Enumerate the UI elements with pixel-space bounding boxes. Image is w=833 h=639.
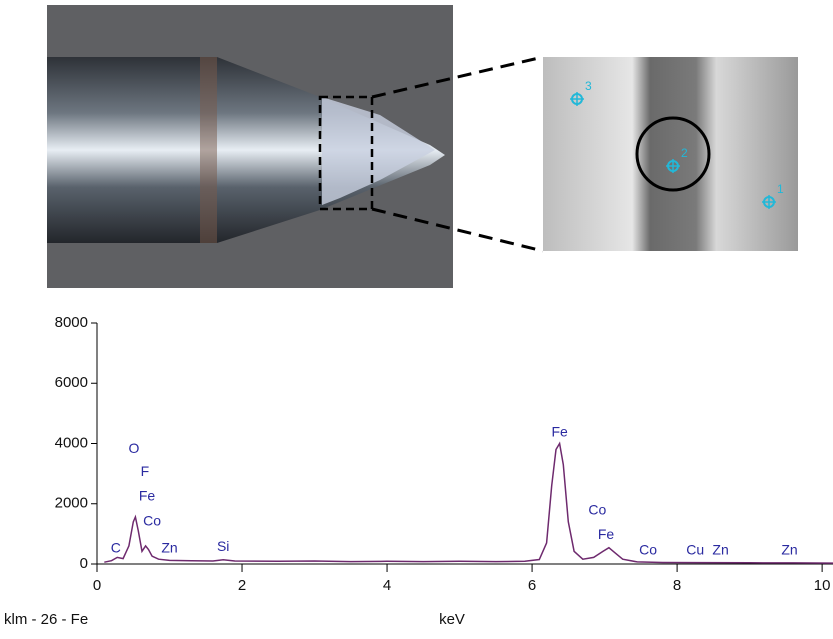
spectrum-line <box>104 441 833 564</box>
y-tick-label: 8000 <box>55 314 88 331</box>
zoom-line <box>371 55 544 99</box>
peak-label: Co <box>143 513 161 529</box>
x-tick-label: 0 <box>93 577 101 594</box>
peak-label: Co <box>639 542 657 558</box>
peak-label: Co <box>588 502 606 518</box>
x-tick-label: 4 <box>383 577 391 594</box>
peak-label: O <box>129 440 140 456</box>
sem-markers: 3 2 1 <box>570 79 784 209</box>
peak-label: Fe <box>551 424 568 440</box>
y-tick-label: 6000 <box>55 374 88 391</box>
marker-label: 3 <box>585 79 592 93</box>
peak-label: C <box>111 540 121 556</box>
y-tick-label: 0 <box>80 555 88 572</box>
y-tick-label: 2000 <box>55 495 88 512</box>
marker-label: 1 <box>777 182 784 196</box>
peak-label: Fe <box>598 526 615 542</box>
x-tick-label: 6 <box>528 577 536 594</box>
peak-label: F <box>141 463 150 479</box>
x-tick-label: 10 <box>814 577 831 594</box>
x-tick-label: 8 <box>673 577 681 594</box>
sem-image <box>543 57 798 251</box>
peak-label: Cu <box>686 542 704 558</box>
footnote: klm - 26 - Fe <box>4 611 88 628</box>
peak-label: Zn <box>161 540 177 556</box>
photo <box>47 5 453 288</box>
x-tick-label: 2 <box>238 577 246 594</box>
peak-label: Fe <box>139 488 156 504</box>
peak-label: Zn <box>712 542 728 558</box>
peak-label: Zn <box>781 542 797 558</box>
peak-label: Si <box>217 538 229 554</box>
marker-label: 2 <box>681 146 688 160</box>
zoom-line <box>371 207 544 253</box>
y-tick-label: 4000 <box>55 434 88 451</box>
x-axis-label: keV <box>439 611 465 628</box>
